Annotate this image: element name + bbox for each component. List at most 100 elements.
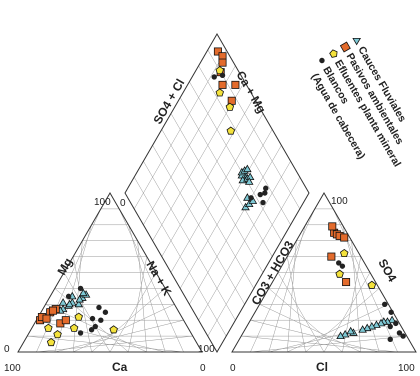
anion-point-pasivos-ambientales — [340, 233, 349, 242]
anion-point-blancos — [400, 333, 406, 339]
anion-point-blancos — [387, 336, 393, 342]
diamond-grid-line — [170, 113, 264, 273]
cation-point-cauces-fluviales — [75, 294, 84, 303]
anion-grid-line — [351, 240, 362, 353]
cation-grid-line — [118, 208, 184, 353]
anion-point-cauces-fluviales — [336, 331, 345, 340]
diamond-point-blancos — [262, 190, 268, 196]
tick-label-anion-right: 100 — [398, 363, 415, 374]
cation-point-cauces-fluviales — [74, 299, 84, 308]
tick-label-anion-top: 100 — [331, 196, 348, 207]
diamond-grid-line — [133, 49, 227, 210]
anion-point-efluentes-planta-mineral — [367, 280, 377, 289]
cation-grid-line — [63, 272, 111, 353]
anion-grid-line — [277, 272, 325, 353]
cation-grid-line — [137, 240, 148, 353]
diamond-point-pasivos-ambientales — [218, 80, 227, 89]
anion-point-pasivos-ambientales — [342, 278, 351, 287]
anion-point-cauces-fluviales — [372, 320, 381, 328]
cation-grid-line — [128, 224, 166, 353]
cation-point-blancos — [98, 317, 104, 323]
axis-label-cl: Cl — [316, 360, 328, 374]
anion-point-cauces-fluviales — [362, 323, 372, 332]
cation-triangle-outline — [17, 192, 203, 353]
cation-point-cauces-fluviales — [79, 288, 88, 297]
cation-grid-line — [109, 272, 157, 353]
axis-label-so4: SO4 — [375, 257, 399, 285]
legend-marker-efluentes-planta-mineral — [329, 49, 338, 58]
diamond-point-cauces-fluviales — [243, 164, 252, 173]
tick-label-cation-left-base: 0 — [4, 344, 10, 355]
tick-label-cation-left-bottom: 100 — [4, 363, 21, 374]
cation-point-cauces-fluviales — [65, 299, 74, 308]
cation-point-cauces-fluviales — [58, 298, 68, 306]
cation-point-efluentes-planta-mineral — [69, 323, 79, 332]
diamond-point-blancos — [263, 185, 269, 191]
axis-label-co3-hco3: CO3 + HCO3 — [248, 238, 296, 307]
diamond-point-blancos — [257, 191, 263, 198]
anion-point-cauces-fluviales — [367, 321, 377, 330]
anion-point-efluentes-planta-mineral — [340, 248, 349, 258]
cation-point-blancos — [65, 293, 72, 300]
anion-triangle-outline — [231, 192, 417, 353]
anion-point-blancos — [336, 260, 342, 266]
tick-label-cation-top-zero: 0 — [120, 198, 126, 209]
anion-point-blancos — [382, 301, 388, 307]
cation-point-efluentes-planta-mineral — [44, 323, 53, 332]
cation-point-blancos — [77, 285, 84, 292]
anion-point-blancos — [396, 330, 403, 336]
diamond-point-pasivos-ambientales — [231, 80, 240, 89]
diamond-point-blancos — [219, 72, 226, 79]
cation-grid-line — [128, 256, 148, 353]
diamond-point-pasivos-ambientales — [218, 58, 227, 67]
anion-point-pasivos-ambientales — [327, 252, 336, 261]
cation-point-blancos — [96, 304, 102, 311]
anion-point-cauces-fluviales — [358, 325, 367, 333]
cation-point-blancos — [77, 330, 84, 336]
outline-layer — [17, 33, 417, 353]
tick-label-cation-right-100: 100 — [198, 344, 215, 355]
anion-point-blancos — [388, 309, 394, 315]
axis-label-so4-cl: SO4 + Cl — [150, 76, 187, 126]
anion-point-cauces-fluviales — [376, 318, 386, 327]
legend-marker-blancos — [319, 57, 325, 64]
legend-marker-pasivos-ambientales — [339, 41, 351, 53]
anion-grid-line — [332, 208, 398, 353]
anion-grid-line — [250, 319, 380, 353]
anion-grid-line — [259, 304, 361, 353]
tick-label-cation-top: 100 — [94, 197, 111, 208]
diamond-point-efluentes-planta-mineral — [225, 102, 235, 111]
diamond-point-cauces-fluviales — [244, 177, 254, 185]
diamond-point-efluentes-planta-mineral — [215, 88, 224, 97]
cation-point-blancos — [88, 327, 95, 333]
anion-point-blancos — [393, 320, 399, 327]
cation-point-efluentes-planta-mineral — [53, 330, 62, 339]
anion-point-pasivos-ambientales — [328, 222, 337, 231]
cation-point-blancos — [102, 309, 109, 315]
marks-layer — [36, 47, 406, 347]
diamond-point-blancos — [260, 199, 266, 206]
cation-point-efluentes-planta-mineral — [46, 338, 56, 347]
anion-point-blancos — [387, 323, 393, 330]
cation-point-pasivos-ambientales — [61, 316, 70, 325]
diamond-grid-line — [161, 97, 255, 257]
diamond-point-blancos — [211, 74, 217, 80]
cation-point-efluentes-planta-mineral — [109, 325, 118, 334]
cation-grid-line — [27, 335, 184, 353]
anion-grid-line — [268, 288, 343, 353]
anion-point-blancos — [339, 263, 346, 269]
tick-label-cation-right-zero: 0 — [200, 363, 206, 374]
cation-point-pasivos-ambientales — [42, 314, 51, 323]
diamond-point-pasivos-ambientales — [213, 47, 222, 56]
axis-label-ca: Ca — [112, 360, 128, 374]
diamond-grid-line — [198, 65, 291, 225]
diamond-grid-line — [179, 97, 273, 257]
diamond-point-efluentes-planta-mineral — [215, 66, 224, 75]
diamond-point-efluentes-planta-mineral — [226, 126, 236, 135]
diamond-point-blancos — [248, 195, 254, 201]
diamond-outline — [124, 33, 310, 353]
anion-grid-line — [342, 224, 380, 353]
tick-label-anion-left-zero: 0 — [230, 363, 236, 374]
